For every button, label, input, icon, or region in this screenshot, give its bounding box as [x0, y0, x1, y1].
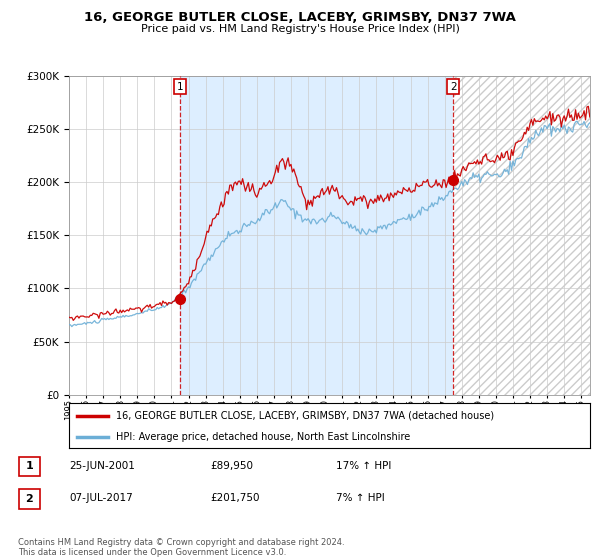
Text: £89,950: £89,950 — [210, 461, 253, 471]
Text: Contains HM Land Registry data © Crown copyright and database right 2024.
This d: Contains HM Land Registry data © Crown c… — [18, 538, 344, 557]
Text: Price paid vs. HM Land Registry's House Price Index (HPI): Price paid vs. HM Land Registry's House … — [140, 24, 460, 34]
Text: 2: 2 — [26, 494, 33, 504]
Text: £201,750: £201,750 — [210, 493, 260, 503]
Text: 1: 1 — [176, 82, 183, 92]
Text: 16, GEORGE BUTLER CLOSE, LACEBY, GRIMSBY, DN37 7WA (detached house): 16, GEORGE BUTLER CLOSE, LACEBY, GRIMSBY… — [116, 410, 494, 421]
Text: 07-JUL-2017: 07-JUL-2017 — [69, 493, 133, 503]
Bar — [454, 76, 590, 395]
Bar — [179, 76, 454, 395]
Bar — [454, 76, 590, 395]
Text: 17% ↑ HPI: 17% ↑ HPI — [336, 461, 391, 471]
Text: 7% ↑ HPI: 7% ↑ HPI — [336, 493, 385, 503]
Text: HPI: Average price, detached house, North East Lincolnshire: HPI: Average price, detached house, Nort… — [116, 432, 410, 442]
FancyBboxPatch shape — [19, 457, 40, 476]
FancyBboxPatch shape — [19, 489, 40, 508]
Text: 2: 2 — [450, 82, 457, 92]
Text: 25-JUN-2001: 25-JUN-2001 — [69, 461, 135, 471]
Text: 1: 1 — [26, 461, 33, 472]
Text: 16, GEORGE BUTLER CLOSE, LACEBY, GRIMSBY, DN37 7WA: 16, GEORGE BUTLER CLOSE, LACEBY, GRIMSBY… — [84, 11, 516, 24]
